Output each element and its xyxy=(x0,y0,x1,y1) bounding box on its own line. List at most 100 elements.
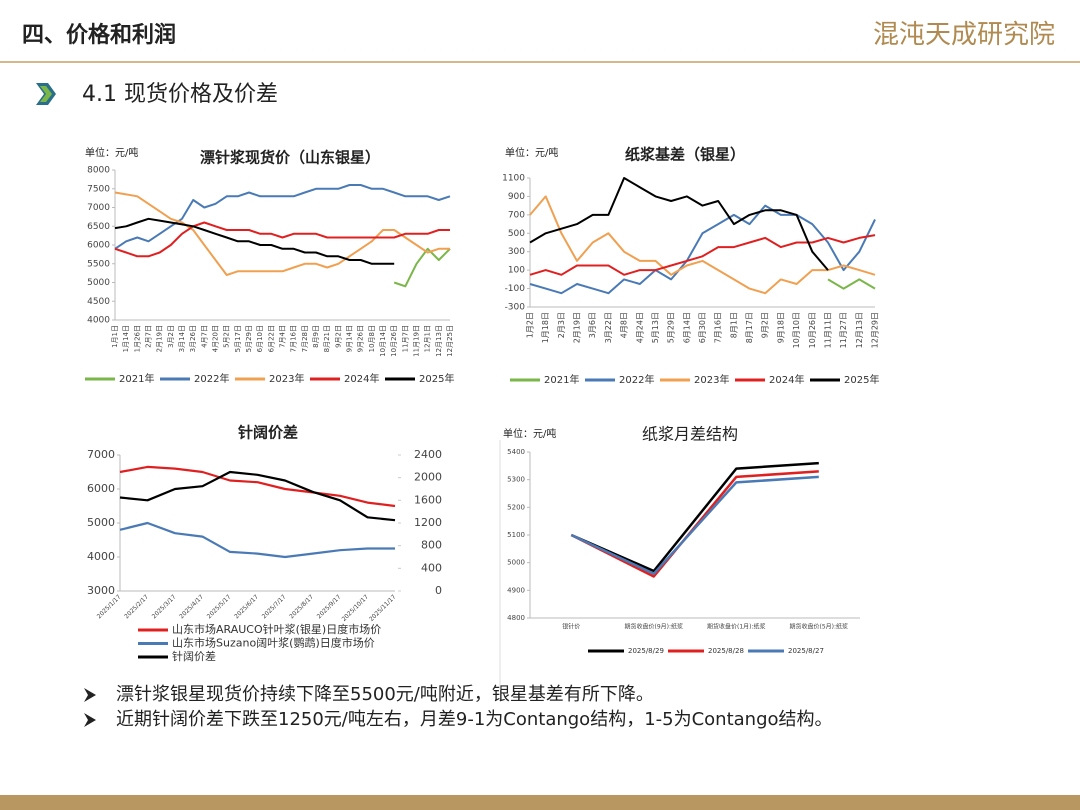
y2-tick-label: 0 xyxy=(435,584,442,597)
x-tick-label: 6月22日 xyxy=(267,325,275,352)
chart-title: 纸浆月差结构 xyxy=(642,425,738,444)
x-tick-label: 3月6日 xyxy=(588,312,597,338)
series-line xyxy=(114,184,451,250)
y-tick-label: -100 xyxy=(505,284,526,294)
y-tick-label: 8000 xyxy=(87,166,110,176)
x-tick-label: 10月14日 xyxy=(379,325,387,357)
y-tick-label: 500 xyxy=(508,229,525,239)
x-tick-label: 12月13日 xyxy=(855,312,864,348)
unit-label: 单位：元/吨 xyxy=(505,146,558,159)
x-tick-label: 9月14日 xyxy=(346,325,354,352)
legend-label: 2025年 xyxy=(419,372,454,385)
x-tick-label: 4月20日 xyxy=(212,325,220,352)
y-tick-label: 5200 xyxy=(507,503,525,511)
series-line xyxy=(529,177,829,271)
x-tick-label: 2025/7/17 xyxy=(261,593,288,620)
series-line xyxy=(529,204,876,295)
x-tick-label: 4月8日 xyxy=(620,312,629,338)
y-tick-label: 5000 xyxy=(87,516,115,529)
y-tick-label: -300 xyxy=(505,303,526,313)
y-tick-label: 5000 xyxy=(507,559,525,567)
series-line xyxy=(119,465,396,508)
legend-label: 山东市场ARAUCO针叶浆(银星)日度市场价 xyxy=(172,622,381,636)
y-tick-label: 5000 xyxy=(87,278,110,288)
x-tick-label: 2025/5/17 xyxy=(206,593,233,620)
legend-label: 2021年 xyxy=(544,373,579,386)
y-tick-label: 1100 xyxy=(502,174,525,184)
x-tick-label: 期货收盘价(1月):纸浆 xyxy=(707,623,766,631)
x-tick-label: 5月29日 xyxy=(667,312,676,343)
x-tick-label: 8月9日 xyxy=(312,325,320,348)
x-tick-label: 2月19日 xyxy=(156,325,164,352)
legend-label: 2024年 xyxy=(769,373,804,386)
x-tick-label: 3月22日 xyxy=(604,312,613,343)
x-tick-label: 3月2日 xyxy=(167,325,175,348)
y-tick-label: 100 xyxy=(508,266,525,276)
x-tick-label: 3月14日 xyxy=(178,325,186,352)
x-tick-label: 6月10日 xyxy=(256,325,264,352)
series-line xyxy=(570,475,819,575)
x-tick-label: 4月7日 xyxy=(200,325,208,348)
x-tick-label: 8月21日 xyxy=(323,325,331,352)
y2-tick-label: 400 xyxy=(421,561,442,574)
legend-label: 针阔价差 xyxy=(172,649,216,663)
y2-tick-label: 800 xyxy=(421,539,442,552)
chart-title: 针阔价差 xyxy=(238,424,298,442)
x-tick-label: 11月11日 xyxy=(823,312,832,348)
bullet: 漂针浆银星现货价持续下降至5500元/吨附近，银星基差有所下降。 xyxy=(116,684,654,705)
x-tick-label: 12月25日 xyxy=(446,325,454,357)
x-tick-label: 7月16日 xyxy=(290,325,298,352)
y-tick-label: 4800 xyxy=(507,614,525,622)
x-tick-label: 2025/8/17 xyxy=(288,593,315,620)
series-line xyxy=(529,234,876,276)
x-tick-label: 1月18日 xyxy=(541,312,550,343)
x-tick-label: 9月2日 xyxy=(761,312,770,338)
x-tick-label: 5月2日 xyxy=(223,325,231,348)
series-line xyxy=(529,195,876,295)
x-tick-label: 1月2日 xyxy=(526,312,535,338)
x-tick-label: 10月26日 xyxy=(390,325,398,357)
y2-tick-label: 2400 xyxy=(414,448,442,461)
x-tick-label: 8月17日 xyxy=(745,312,754,343)
x-tick-label: 10月8日 xyxy=(368,325,376,352)
y-tick-label: 700 xyxy=(508,210,525,220)
chart-title: 漂针浆现货价（山东银星） xyxy=(200,149,380,167)
x-tick-label: 2025/3/17 xyxy=(151,593,178,620)
legend-label: 2023年 xyxy=(694,373,729,386)
legend-label: 2025/8/27 xyxy=(788,647,824,655)
x-tick-label: 9月18日 xyxy=(776,312,785,343)
x-tick-label: 2025/4/17 xyxy=(178,593,205,620)
legend-label: 2025/8/28 xyxy=(708,647,744,655)
x-tick-label: 1月26日 xyxy=(133,325,141,352)
legend-label: 2024年 xyxy=(344,372,379,385)
x-tick-label: 2025/11/17 xyxy=(368,593,398,623)
x-tick-label: 6月30日 xyxy=(698,312,707,343)
y-tick-label: 6000 xyxy=(87,241,110,251)
x-tick-label: 2025/1/17 xyxy=(96,593,123,620)
x-tick-label: 12月1日 xyxy=(424,325,432,352)
y-tick-label: 4000 xyxy=(87,316,110,326)
x-tick-label: 1月14日 xyxy=(122,325,130,352)
x-tick-label: 7月28日 xyxy=(301,325,309,352)
bullet-icon xyxy=(84,688,96,702)
y-tick-label: 4900 xyxy=(507,586,525,594)
x-tick-label: 10月26日 xyxy=(808,312,817,348)
x-tick-label: 4月24日 xyxy=(635,312,644,343)
x-tick-label: 期货收盘价(9月):纸浆 xyxy=(624,623,683,631)
x-tick-label: 银针价 xyxy=(562,623,580,631)
y-tick-label: 6000 xyxy=(87,482,115,495)
x-tick-label: 2025/9/17 xyxy=(316,593,343,620)
y-tick-label: 7000 xyxy=(87,448,115,461)
logo: 混沌天成研究院 xyxy=(873,20,1055,50)
x-tick-label: 12月13日 xyxy=(435,325,443,357)
series-line xyxy=(393,247,451,288)
x-tick-label: 期货收盘价(5月):纸浆 xyxy=(789,623,848,631)
legend-label: 2025/8/29 xyxy=(628,647,664,655)
y-tick-label: 900 xyxy=(508,192,525,202)
x-tick-label: 2月7日 xyxy=(145,325,153,348)
x-tick-label: 5月17日 xyxy=(234,325,242,352)
unit-label: 单位：元/吨 xyxy=(85,146,138,159)
y-tick-label: 5400 xyxy=(507,448,525,456)
y2-tick-label: 2000 xyxy=(414,471,442,484)
